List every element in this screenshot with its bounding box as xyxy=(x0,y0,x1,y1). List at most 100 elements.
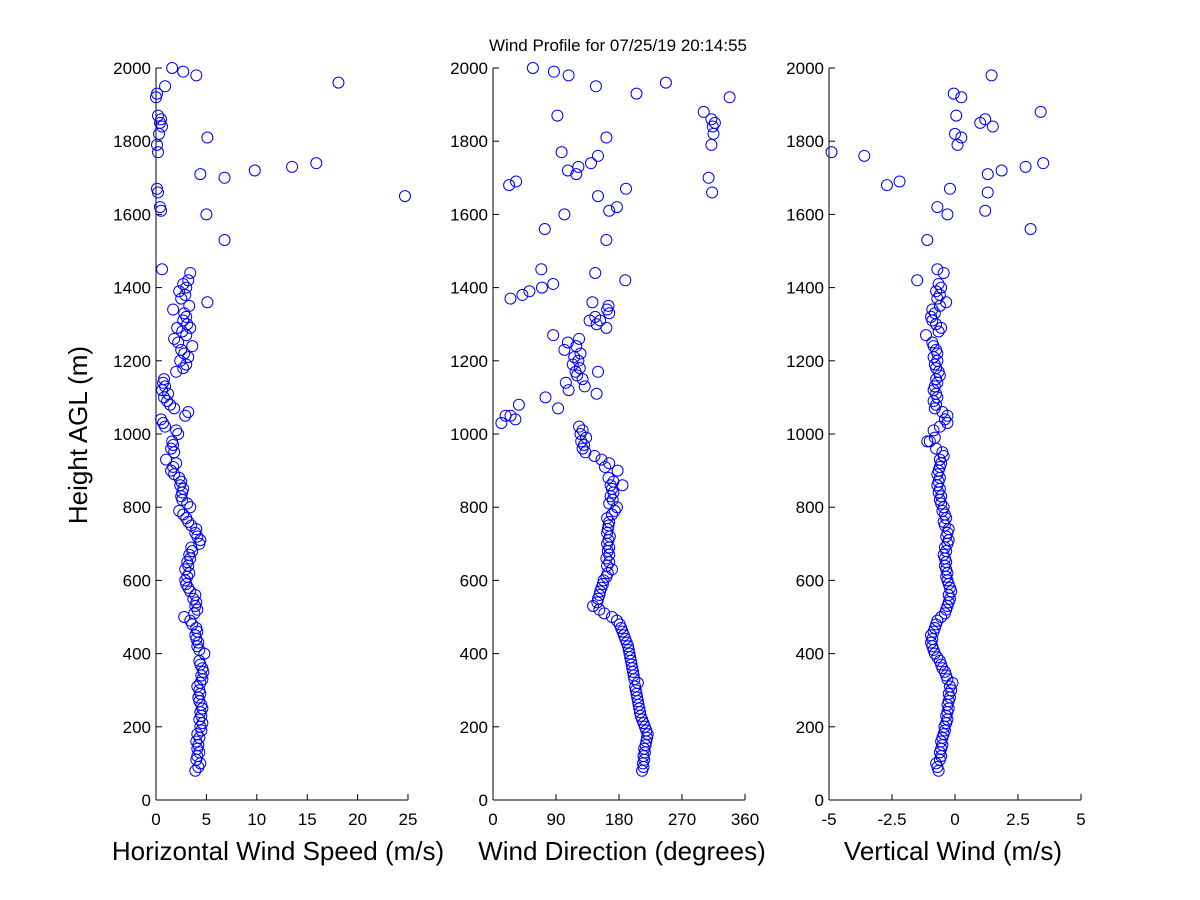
data-point xyxy=(182,406,195,419)
data-point xyxy=(930,343,943,356)
data-point xyxy=(159,80,172,93)
data-point xyxy=(933,482,946,495)
data-point xyxy=(573,332,586,345)
data-point xyxy=(925,310,938,323)
data-point xyxy=(981,168,994,181)
data-point xyxy=(610,501,623,514)
data-point xyxy=(603,497,616,510)
data-point xyxy=(194,687,207,700)
data-point xyxy=(558,343,571,356)
data-point xyxy=(595,453,608,466)
data-point xyxy=(184,614,197,627)
data-point xyxy=(938,724,951,737)
data-point xyxy=(938,508,951,521)
data-point xyxy=(177,482,190,495)
data-point xyxy=(157,376,170,389)
data-point xyxy=(942,589,955,602)
data-point xyxy=(937,266,950,279)
data-point xyxy=(933,453,946,466)
y-tick-label: 1800 xyxy=(450,132,488,151)
data-point xyxy=(931,201,944,214)
data-point xyxy=(166,435,179,448)
y-tick-label: 800 xyxy=(796,498,824,517)
data-point xyxy=(512,398,525,411)
data-point xyxy=(932,277,945,290)
y-tick-label: 200 xyxy=(123,718,151,737)
data-point xyxy=(928,431,941,444)
data-point xyxy=(547,277,560,290)
data-point xyxy=(180,358,193,371)
data-point xyxy=(705,113,718,126)
data-point xyxy=(552,402,565,415)
y-tick-label: 1200 xyxy=(786,352,824,371)
data-point xyxy=(185,541,198,554)
data-point xyxy=(526,62,539,74)
horizontal-wind-speed-panel: 0 200 400 600 800 1000 1200 1400 1600 1800 2000 0 5 1… xyxy=(112,59,444,866)
x-tick-label: 180 xyxy=(605,810,633,829)
data-point xyxy=(186,340,199,353)
data-point xyxy=(184,266,197,279)
data-point xyxy=(538,223,551,236)
data-point xyxy=(592,149,604,162)
data-point xyxy=(606,508,618,521)
data-point xyxy=(332,76,345,89)
data-point xyxy=(941,208,954,221)
data-point xyxy=(286,160,299,173)
data-point xyxy=(572,160,585,173)
data-point xyxy=(177,65,190,78)
x-tick-label: 20 xyxy=(348,810,367,829)
data-point xyxy=(659,76,672,89)
data-point xyxy=(931,263,944,276)
data-point xyxy=(191,680,204,693)
x-tick-label: 0 xyxy=(151,810,160,829)
data-point xyxy=(190,735,203,748)
data-point xyxy=(930,442,943,455)
data-point xyxy=(620,182,632,195)
y-tick-label: 400 xyxy=(460,645,488,664)
data-point xyxy=(596,578,609,591)
x-tick-label: 360 xyxy=(731,810,759,829)
y-tick-label: 600 xyxy=(796,571,824,590)
x-tick-label: 270 xyxy=(668,810,696,829)
data-point xyxy=(943,182,956,195)
x-tick-label: 5 xyxy=(1076,810,1085,829)
data-point xyxy=(200,208,213,221)
figure-title: Wind Profile for 07/25/19 20:14:55 xyxy=(489,36,747,55)
y-axis-label: Height AGL (m) xyxy=(63,346,93,524)
data-point xyxy=(177,314,190,327)
data-point xyxy=(585,157,597,170)
data-point xyxy=(936,446,949,459)
data-point xyxy=(178,307,191,320)
data-point xyxy=(949,127,961,140)
x-tick-label: 5 xyxy=(202,810,211,829)
data-point xyxy=(516,288,529,301)
data-point xyxy=(196,702,209,715)
data-point xyxy=(172,336,185,349)
y-tick-label: 400 xyxy=(123,645,151,664)
data-point xyxy=(979,113,992,126)
data-point xyxy=(150,91,162,104)
data-point xyxy=(950,109,963,122)
data-point xyxy=(880,179,893,192)
y-tick-label: 200 xyxy=(796,718,824,737)
data-point xyxy=(607,475,620,488)
data-point xyxy=(183,299,196,312)
data-point xyxy=(177,508,190,521)
y-tick-label: 1400 xyxy=(450,279,488,298)
data-point xyxy=(926,336,939,349)
data-point xyxy=(248,164,261,177)
data-point xyxy=(706,120,719,133)
data-point xyxy=(178,611,191,623)
data-point xyxy=(951,138,964,151)
data-point xyxy=(194,658,207,671)
data-point xyxy=(160,453,173,466)
data-point xyxy=(194,168,207,181)
x-tick-label: 90 xyxy=(547,810,566,829)
data-point xyxy=(593,589,606,602)
data-point xyxy=(197,665,210,678)
data-point xyxy=(181,556,194,569)
data-point xyxy=(602,299,615,312)
data-point xyxy=(600,234,613,247)
y-tick-label: 1600 xyxy=(786,205,824,224)
data-point xyxy=(943,680,956,693)
